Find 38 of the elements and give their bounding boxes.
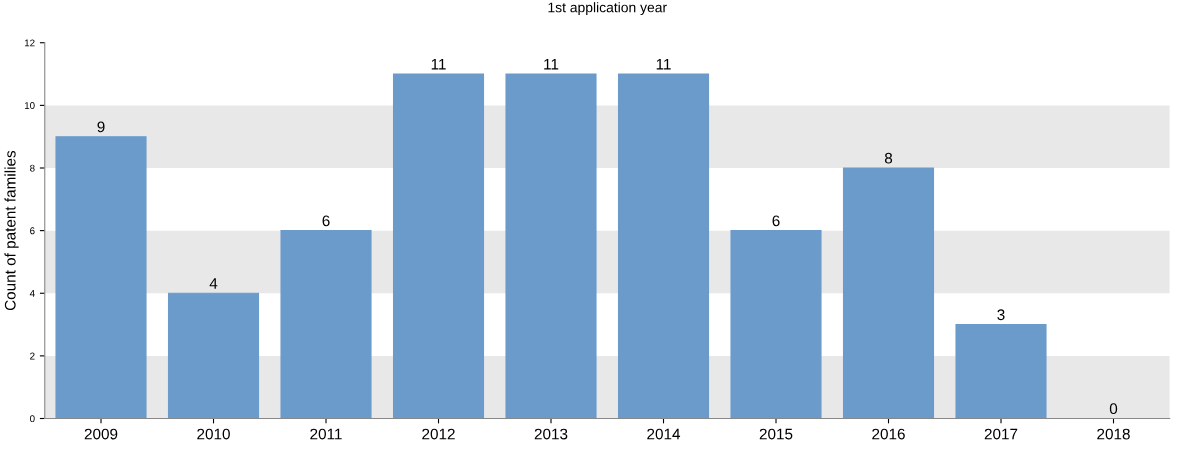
data-label: 6: [772, 215, 780, 227]
x-tick-label: 2018: [1097, 428, 1130, 440]
data-label: 3: [997, 309, 1005, 321]
x-tick-label: 2009: [84, 428, 118, 440]
bar: [55, 136, 147, 419]
data-label: 11: [431, 58, 446, 70]
x-tick-label: 2012: [422, 428, 455, 440]
y-tick-label: 4: [29, 290, 35, 297]
data-label: 11: [544, 58, 559, 70]
data-label: 11: [656, 58, 671, 70]
y-tick-label: 2: [30, 352, 35, 360]
data-label: 9: [97, 121, 105, 133]
bar: [730, 230, 822, 419]
data-label: 6: [322, 215, 330, 227]
x-tick-label: 2013: [534, 428, 568, 440]
y-tick-label: 10: [24, 102, 35, 109]
x-tick-label: 2015: [759, 428, 793, 440]
bar: [167, 292, 260, 419]
y-tick-label: 0: [30, 415, 35, 423]
data-label: 8: [884, 152, 893, 164]
y-axis-title: Count of patent families: [4, 150, 19, 311]
data-label: 4: [209, 278, 218, 289]
y-tick-label: 12: [24, 39, 35, 47]
bar: [392, 73, 485, 419]
y-tick-label: 6: [30, 227, 35, 235]
x-tick-label: 2017: [984, 428, 1018, 440]
x-tick-label: 2014: [647, 428, 681, 440]
chart-title: 1st application year: [548, 2, 667, 16]
x-tick-label: 2010: [197, 428, 230, 440]
bar: [842, 167, 935, 419]
bar: [617, 73, 710, 419]
bar: [280, 230, 372, 419]
bar: [505, 73, 597, 419]
data-label: 0: [1109, 403, 1118, 415]
bar: [955, 324, 1047, 419]
x-tick-label: 2011: [310, 428, 342, 440]
y-tick-label: 8: [30, 164, 35, 172]
x-tick-label: 2016: [872, 428, 905, 440]
